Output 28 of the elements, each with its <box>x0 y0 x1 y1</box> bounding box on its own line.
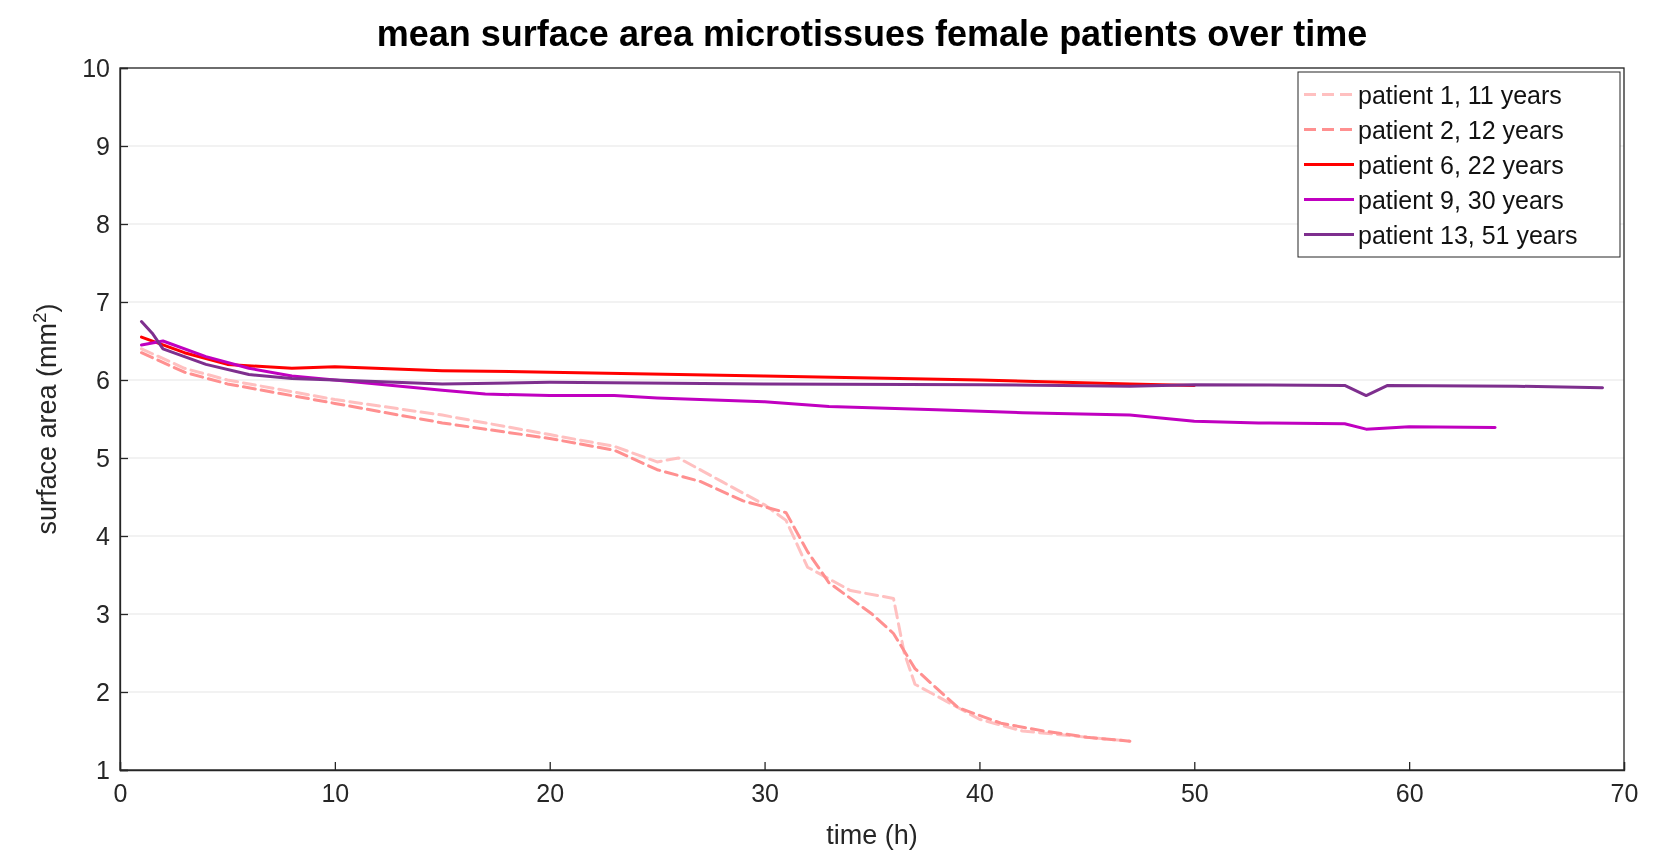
x-tick-label: 0 <box>113 778 128 807</box>
y-tick-label: 2 <box>96 677 110 706</box>
x-tick-label: 10 <box>321 778 350 807</box>
x-tick-label: 60 <box>1395 778 1424 807</box>
y-tick-label: 1 <box>96 755 110 784</box>
y-tick-label: 4 <box>96 521 111 550</box>
y-tick-label: 5 <box>96 443 110 472</box>
legend-label: patient 9, 30 years <box>1358 185 1564 214</box>
x-axis-title: time (h) <box>826 820 918 850</box>
legend-label: patient 2, 12 years <box>1358 115 1564 144</box>
y-tick-label: 9 <box>96 131 110 160</box>
y-tick-label: 8 <box>96 209 110 238</box>
line-series <box>139 320 1605 398</box>
x-tick-label: 70 <box>1610 778 1639 807</box>
legend-label: patient 13, 51 years <box>1358 220 1578 249</box>
y-tick-label: 7 <box>96 287 110 316</box>
y-tick-label: 3 <box>96 599 110 628</box>
x-tick-label: 50 <box>1180 778 1209 807</box>
x-tick-label: 30 <box>751 778 779 807</box>
line-series <box>139 339 1497 431</box>
chart-title: mean surface area microtissues female patients over time <box>376 13 1368 54</box>
y-tick-label: 10 <box>82 53 110 82</box>
y-tick-label: 6 <box>96 365 110 394</box>
line-series <box>139 335 1196 387</box>
x-tick-label: 40 <box>966 778 994 807</box>
legend-label: patient 1, 11 years <box>1358 80 1562 109</box>
x-tick-label: 20 <box>536 778 565 807</box>
legend-label: patient 6, 22 years <box>1358 150 1564 179</box>
